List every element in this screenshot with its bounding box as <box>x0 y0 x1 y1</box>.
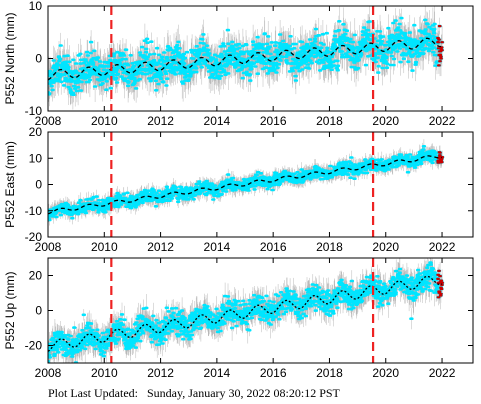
x-tick-label: 2018 <box>316 114 343 128</box>
recent-points <box>436 25 444 67</box>
x-tick-label: 2016 <box>260 366 287 380</box>
plot-area <box>48 132 445 237</box>
x-tick-label: 2022 <box>429 240 456 254</box>
y-axis-label: P552 North (mm) <box>3 12 17 104</box>
footer-timestamp: Sunday, January 30, 2022 08:20:12 PST <box>147 386 340 400</box>
recent-points <box>436 269 444 299</box>
x-tick-label: 2008 <box>35 240 62 254</box>
x-tick-label: 2012 <box>147 240 174 254</box>
x-tick-label: 2018 <box>316 240 343 254</box>
plot-area <box>48 6 445 111</box>
plot-area <box>48 258 445 363</box>
data-points <box>48 261 445 363</box>
y-tick-label: 10 <box>29 151 43 165</box>
recent-points <box>436 151 445 164</box>
y-axis-label: P552 East (mm) <box>3 141 17 228</box>
y-tick-label: 0 <box>35 178 42 192</box>
panel-3: 2008 2010 2012 2014 2016 2018 2020 2022 -20 0 20 P5… <box>3 257 474 380</box>
y-tick-label: -20 <box>25 230 43 244</box>
panel-1: 2008 2010 2012 2014 2016 2018 2020 2022 -10 0 10 P5… <box>3 0 474 128</box>
y-tick-label: -20 <box>25 339 43 353</box>
y-tick-label: -10 <box>25 204 43 218</box>
y-tick-label: 0 <box>35 304 42 318</box>
y-tick-label: 10 <box>29 0 43 13</box>
footer-label: Plot Last Updated: <box>48 386 138 400</box>
x-tick-label: 2016 <box>260 114 287 128</box>
x-tick-label: 2008 <box>35 114 62 128</box>
y-tick-label: 20 <box>29 125 43 139</box>
y-tick-label: 0 <box>35 52 42 66</box>
model-line <box>48 37 443 81</box>
x-tick-label: 2012 <box>147 114 174 128</box>
y-axis-label: P552 Up (mm) <box>3 271 17 349</box>
model-line <box>48 275 443 352</box>
y-tick-label: 20 <box>29 269 43 283</box>
x-tick-label: 2020 <box>372 240 399 254</box>
x-tick-label: 2018 <box>316 366 343 380</box>
data-points <box>48 16 445 96</box>
panel-2: 2008 2010 2012 2014 2016 2018 2020 2022 -20 -10 0 1… <box>3 125 474 254</box>
x-tick-label: 2020 <box>372 114 399 128</box>
x-tick-label: 2014 <box>204 366 231 380</box>
x-tick-label: 2014 <box>204 240 231 254</box>
y-tick-label: -10 <box>25 104 43 118</box>
x-tick-label: 2010 <box>91 240 118 254</box>
x-tick-label: 2008 <box>35 366 62 380</box>
x-tick-label: 2022 <box>429 114 456 128</box>
x-tick-label: 2014 <box>204 114 231 128</box>
x-tick-label: 2010 <box>91 366 118 380</box>
model-line <box>48 155 443 215</box>
x-tick-label: 2016 <box>260 240 287 254</box>
x-tick-label: 2010 <box>91 114 118 128</box>
x-tick-label: 2022 <box>429 366 456 380</box>
plot-updated-footer: Plot Last Updated: Sunday, January 30, 2… <box>48 386 340 401</box>
x-tick-label: 2012 <box>147 366 174 380</box>
x-tick-label: 2020 <box>372 366 399 380</box>
